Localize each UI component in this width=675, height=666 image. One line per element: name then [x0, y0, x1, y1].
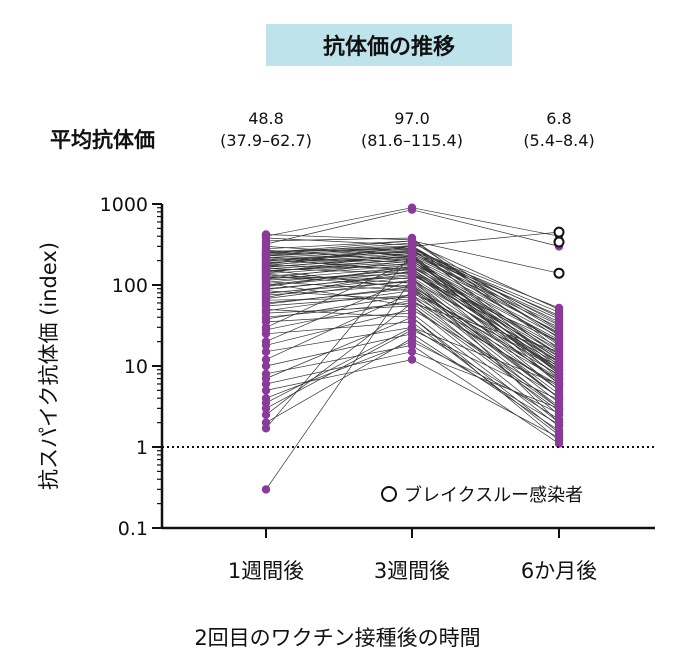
- data-point: [261, 404, 271, 413]
- data-point: [554, 365, 564, 374]
- data-point: [407, 305, 417, 314]
- legend-marker: [381, 486, 397, 502]
- y-tick-label: 1: [136, 437, 148, 459]
- mean-month6-value: 6.8: [546, 109, 572, 128]
- mean-week3-ci: (81.6–115.4): [361, 131, 463, 150]
- data-point: [407, 205, 417, 214]
- breakthrough-point: [553, 267, 565, 279]
- data-point: [261, 485, 271, 494]
- mean-week1-value: 48.8: [248, 109, 284, 128]
- data-point: [554, 319, 564, 329]
- data-point: [554, 303, 564, 313]
- data-point: [261, 394, 271, 403]
- data-point: [407, 334, 417, 343]
- data-point: [407, 355, 417, 364]
- breakthrough-point: [553, 236, 565, 248]
- x-axis-title: 2回目のワクチン接種後の時間: [194, 626, 481, 650]
- mean-week1: 48.8 (37.9–62.7): [191, 108, 341, 152]
- legend: ブレイクスルー感染者: [381, 484, 583, 506]
- mean-month6: 6.8 (5.4–8.4): [484, 108, 634, 152]
- data-point: [261, 410, 271, 419]
- data-point: [261, 230, 271, 239]
- data-point: [554, 409, 564, 418]
- x-tick-label: 6か月後: [521, 559, 597, 583]
- data-point: [554, 433, 564, 442]
- y-tick-label: 100: [112, 275, 148, 297]
- mean-week3: 97.0 (81.6–115.4): [337, 108, 487, 152]
- y-tick-label: 0.1: [118, 518, 148, 540]
- x-tick-label: 3週間後: [374, 559, 450, 583]
- subject-points: [261, 203, 564, 494]
- mean-week1-ci: (37.9–62.7): [220, 131, 312, 150]
- breakthrough-points: [553, 226, 565, 279]
- data-point: [261, 306, 271, 315]
- data-point: [261, 247, 271, 256]
- y-tick-label: 1000: [100, 194, 148, 216]
- mean-month6-ci: (5.4–8.4): [523, 131, 595, 150]
- data-point: [261, 418, 271, 427]
- data-point: [407, 282, 417, 291]
- data-point: [407, 241, 417, 250]
- legend-label: ブレイクスルー感染者: [404, 484, 583, 506]
- data-point: [407, 347, 417, 356]
- data-point: [261, 314, 271, 324]
- data-point: [407, 235, 417, 245]
- x-tick-label: 1週間後: [228, 559, 304, 583]
- data-point: [554, 420, 564, 429]
- data-point: [554, 313, 564, 322]
- data-point: [261, 361, 271, 371]
- y-axis-title: 抗スパイク抗体価 (index): [37, 242, 61, 490]
- chart-title: 抗体価の推移: [266, 24, 512, 66]
- breakthrough-point: [553, 226, 565, 238]
- data-point: [261, 355, 271, 364]
- data-point: [261, 347, 271, 356]
- data-point: [261, 341, 271, 350]
- axes: 0.1 1 10 100 1000 1週間後 3週間後 6か月後 抗スパイク抗体価 (index…: [37, 194, 655, 583]
- data-point: [554, 392, 564, 401]
- data-point: [554, 439, 564, 448]
- data-point: [554, 326, 564, 336]
- data-point: [554, 426, 564, 435]
- data-point: [261, 325, 271, 334]
- y-tick-label: 10: [124, 356, 148, 378]
- mean-titer-label: 平均抗体価: [50, 128, 155, 152]
- data-point: [261, 386, 271, 395]
- data-point: [261, 369, 271, 378]
- mean-week3-value: 97.0: [394, 109, 430, 128]
- data-point: [407, 325, 417, 334]
